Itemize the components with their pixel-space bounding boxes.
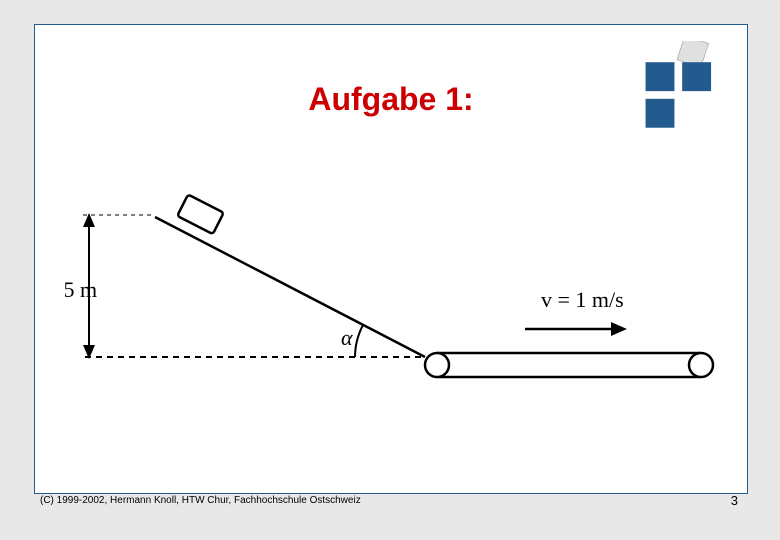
ramp-line	[155, 217, 425, 357]
logo-square	[646, 62, 675, 91]
logo-square	[682, 62, 711, 91]
height-arrow-head-bottom	[83, 345, 95, 359]
logo-square	[646, 99, 675, 128]
copyright-text: (C) 1999-2002, Hermann Knoll, HTW Chur, …	[40, 495, 361, 506]
corner-logo	[607, 41, 713, 147]
slide-frame: Aufgabe 1: 3,5 m α v = 1 m/s	[34, 24, 748, 494]
page-number: 3	[731, 493, 738, 508]
sliding-box	[177, 195, 224, 235]
angle-label: α	[341, 325, 353, 350]
angle-arc	[355, 325, 363, 357]
velocity-label: v = 1 m/s	[541, 287, 624, 312]
physics-diagram: 3,5 m α v = 1 m/s	[65, 167, 725, 427]
conveyor-roller-left	[425, 353, 449, 377]
velocity-arrow-head	[611, 322, 627, 336]
height-label: 3,5 m	[65, 277, 97, 302]
conveyor-roller-right	[689, 353, 713, 377]
